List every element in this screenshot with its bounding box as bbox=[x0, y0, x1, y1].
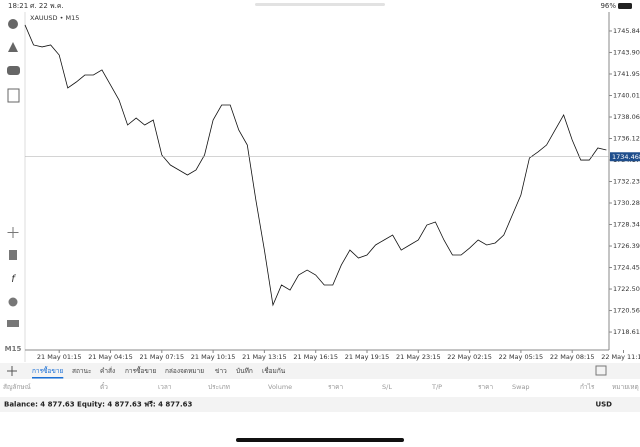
balance-text: Balance: 4 877.63 Equity: 4 877.63 ฟรี: … bbox=[4, 401, 193, 409]
y-tick-label: 1722.505 bbox=[613, 285, 640, 293]
chart-title: XAUUSD • M15 bbox=[30, 14, 79, 22]
balance-currency: USD bbox=[595, 401, 612, 409]
indicator-icon[interactable] bbox=[9, 250, 17, 260]
column-header: ประเภท bbox=[208, 383, 230, 391]
y-tick-label: 1728.340 bbox=[613, 221, 640, 229]
x-tick-label: 22 May 11:15 bbox=[601, 353, 640, 361]
home-indicator bbox=[236, 438, 404, 442]
tab[interactable]: คำสั่ง bbox=[100, 366, 115, 375]
column-header: Volume bbox=[268, 383, 292, 391]
y-tick-label: 1743.900 bbox=[613, 48, 640, 56]
y-tick-label: 1724.450 bbox=[613, 264, 640, 272]
active-tab-underline bbox=[32, 377, 64, 379]
account-icon[interactable] bbox=[8, 19, 18, 29]
column-header: กำไร bbox=[580, 383, 595, 391]
current-price-box bbox=[610, 152, 640, 162]
status-time: 18:21 bbox=[8, 2, 28, 10]
y-tick-label: 1741.955 bbox=[613, 70, 640, 78]
tab[interactable]: ข่าว bbox=[215, 367, 227, 375]
y-tick-label: 1730.285 bbox=[613, 199, 640, 207]
column-header: ราคา bbox=[478, 383, 493, 391]
x-tick-label: 21 May 04:15 bbox=[88, 353, 133, 361]
crosshair-icon[interactable] bbox=[7, 227, 19, 238]
x-tick-label: 22 May 08:15 bbox=[550, 353, 595, 361]
y-tick-label: 1745.845 bbox=[613, 27, 640, 35]
y-tick-label: 1738.065 bbox=[613, 113, 640, 121]
x-tick-label: 21 May 23:15 bbox=[396, 353, 441, 361]
x-tick-label: 21 May 10:15 bbox=[191, 353, 236, 361]
tab[interactable]: กล่องจดหมาย bbox=[165, 367, 204, 375]
y-tick-label: 1736.120 bbox=[613, 134, 640, 142]
panel-icon[interactable] bbox=[595, 365, 607, 376]
trade-icon[interactable] bbox=[8, 42, 18, 52]
column-header: สัญลักษณ์ bbox=[3, 383, 31, 391]
new-order-icon[interactable] bbox=[7, 366, 17, 376]
x-tick-label: 21 May 16:15 bbox=[293, 353, 338, 361]
tab[interactable]: การซื้อขาย bbox=[32, 366, 63, 375]
y-tick-label: 1718.615 bbox=[613, 328, 640, 336]
x-tick-label: 22 May 02:15 bbox=[447, 353, 492, 361]
column-header: ราคา bbox=[328, 383, 343, 391]
y-tick-label: 1726.395 bbox=[613, 242, 640, 250]
x-tick-label: 21 May 07:15 bbox=[140, 353, 185, 361]
status-date: ศ. 22 พ.ค. bbox=[30, 2, 64, 10]
tab[interactable]: สถานะ bbox=[72, 367, 92, 375]
status-battery: 96% bbox=[600, 2, 616, 10]
tab[interactable]: การซื้อขาย bbox=[125, 366, 156, 375]
tabs: การซื้อขาย สถานะ คำสั่ง การซื้อขาย กล่องจดหม… bbox=[32, 366, 286, 379]
x-tick-label: 21 May 13:15 bbox=[242, 353, 287, 361]
y-tick-label: 1732.230 bbox=[613, 178, 640, 186]
y-tick-label: 1740.010 bbox=[613, 91, 640, 99]
column-header: ตั๋ว bbox=[100, 382, 108, 391]
balance-bar bbox=[0, 397, 640, 412]
tab[interactable]: เชื่อมกัน bbox=[262, 366, 286, 375]
column-header: หมายเหตุ bbox=[612, 383, 639, 391]
objects-icon[interactable] bbox=[8, 297, 18, 307]
add-icon[interactable] bbox=[7, 88, 20, 103]
price-line bbox=[24, 24, 607, 307]
column-header: S/L bbox=[382, 383, 392, 391]
function-icon[interactable]: f bbox=[11, 274, 16, 285]
x-tick-label: 21 May 19:15 bbox=[345, 353, 390, 361]
template-icon[interactable] bbox=[7, 320, 19, 327]
current-price-label: 1734.468 bbox=[612, 153, 640, 161]
column-headers: สัญลักษณ์ ตั๋ว เวลา ประเภท Volume ราคา S/L T/P ร… bbox=[3, 382, 639, 391]
column-header: Swap bbox=[512, 383, 530, 391]
chat-icon[interactable] bbox=[7, 66, 20, 75]
top-handle bbox=[255, 3, 385, 6]
x-tick-label: 22 May 05:15 bbox=[499, 353, 544, 361]
x-tick-label: 21 May 01:15 bbox=[37, 353, 82, 361]
column-header: เวลา bbox=[158, 383, 172, 391]
column-header: T/P bbox=[431, 383, 442, 391]
timeframe-button[interactable]: M15 bbox=[5, 345, 22, 353]
plot: 1745.845 1743.900 1741.955 1740.010 1738.065… bbox=[24, 24, 640, 361]
tab[interactable]: บันทึก bbox=[236, 367, 253, 375]
battery-icon bbox=[618, 3, 632, 9]
tab-bar bbox=[0, 363, 640, 379]
y-tick-label: 1720.560 bbox=[613, 307, 640, 315]
